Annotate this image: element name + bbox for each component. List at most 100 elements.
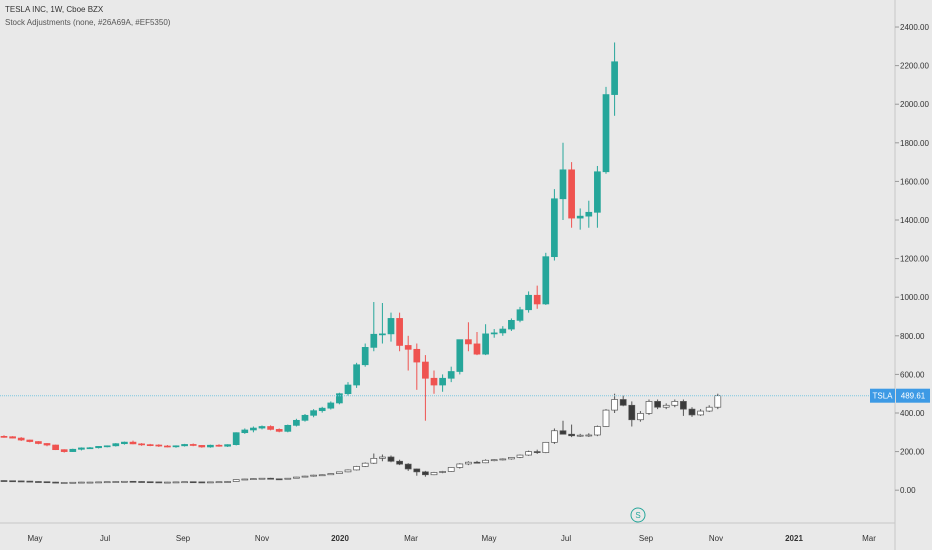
candle-body — [361, 462, 369, 467]
series-tsla — [0, 42, 618, 453]
candle-body — [516, 309, 524, 321]
candle-body — [0, 480, 8, 482]
candle — [155, 444, 163, 447]
candle-body — [35, 481, 42, 483]
x-tick-label: Nov — [255, 534, 269, 543]
candle-body — [697, 410, 704, 416]
candle-body — [645, 401, 653, 414]
candle-body — [387, 456, 395, 462]
candle — [671, 399, 679, 408]
candle-body — [439, 471, 446, 473]
candle — [284, 477, 292, 480]
candle-body — [17, 437, 25, 441]
candle-body — [95, 446, 102, 449]
candle — [637, 411, 644, 422]
candle — [275, 428, 283, 433]
candle-body — [146, 444, 154, 446]
candle-body — [447, 467, 455, 472]
candle-body — [318, 474, 326, 477]
candle-body — [9, 436, 16, 439]
candle — [241, 478, 249, 481]
candle-body — [611, 399, 618, 411]
candle-body — [241, 478, 249, 481]
candle — [336, 392, 343, 405]
candle-body — [181, 444, 188, 447]
x-tick-label: Jul — [100, 534, 110, 543]
candle — [525, 450, 532, 456]
candle — [9, 480, 16, 483]
candle-body — [189, 444, 197, 446]
candle — [404, 335, 412, 371]
candle — [146, 443, 154, 447]
candle — [164, 445, 171, 448]
candle — [232, 432, 240, 446]
candle — [164, 481, 171, 484]
candle-body — [611, 61, 618, 95]
candle-body — [198, 481, 206, 484]
candle — [516, 306, 524, 323]
candle-body — [370, 333, 378, 348]
candle-body — [121, 441, 128, 445]
candle — [396, 312, 403, 352]
candle-body — [52, 481, 59, 484]
candle — [258, 425, 266, 430]
candle — [430, 370, 438, 394]
candle — [361, 343, 369, 367]
candle-body — [370, 457, 378, 464]
series-adjusted — [0, 393, 722, 484]
candle — [482, 459, 489, 464]
candle-body — [155, 481, 163, 484]
candle — [422, 470, 429, 477]
candle-body — [396, 460, 403, 465]
candle-body — [456, 463, 464, 468]
y-tick-label: 2400.00 — [900, 23, 929, 32]
candle-body — [465, 339, 472, 345]
candle — [60, 482, 68, 484]
candle-body — [379, 456, 386, 459]
candle-body — [258, 426, 266, 429]
split-marker-icon — [630, 507, 646, 523]
candle — [688, 407, 696, 417]
candle-body — [52, 444, 59, 451]
candle — [430, 471, 438, 476]
candle — [146, 481, 154, 484]
candle-body — [129, 480, 137, 483]
candle-body — [654, 401, 661, 408]
candle — [628, 401, 636, 427]
candle — [559, 420, 567, 435]
candle-body — [103, 445, 111, 448]
candle — [95, 445, 102, 449]
candle — [490, 329, 498, 338]
candle — [35, 481, 42, 483]
candle-body — [353, 364, 360, 386]
candle-body — [499, 328, 507, 334]
candle — [17, 437, 25, 441]
candle-body — [559, 169, 567, 200]
candle — [310, 409, 317, 418]
candle — [525, 291, 532, 313]
candle — [576, 433, 584, 437]
candle — [361, 462, 369, 468]
candle — [568, 162, 575, 228]
candle-body — [26, 480, 34, 483]
candle — [103, 445, 111, 448]
indicator-legend: Stock Adjustments (none, #26A69A, #EF535… — [5, 18, 171, 27]
candle-body — [69, 481, 77, 484]
candle — [258, 477, 266, 480]
candle-body — [318, 407, 326, 412]
candle-body — [680, 401, 687, 410]
candle-body — [232, 432, 240, 445]
x-tick-label: Nov — [709, 534, 723, 543]
candle — [35, 441, 42, 445]
candle-body — [86, 481, 94, 484]
x-tick-label: Sep — [639, 534, 654, 543]
candle — [344, 382, 352, 396]
y-tick-label: 1600.00 — [900, 177, 929, 186]
candle-body — [224, 444, 231, 447]
candle — [275, 478, 283, 481]
candle — [310, 474, 317, 477]
candle-body — [662, 404, 670, 408]
candle — [301, 413, 309, 422]
candle — [576, 208, 584, 230]
